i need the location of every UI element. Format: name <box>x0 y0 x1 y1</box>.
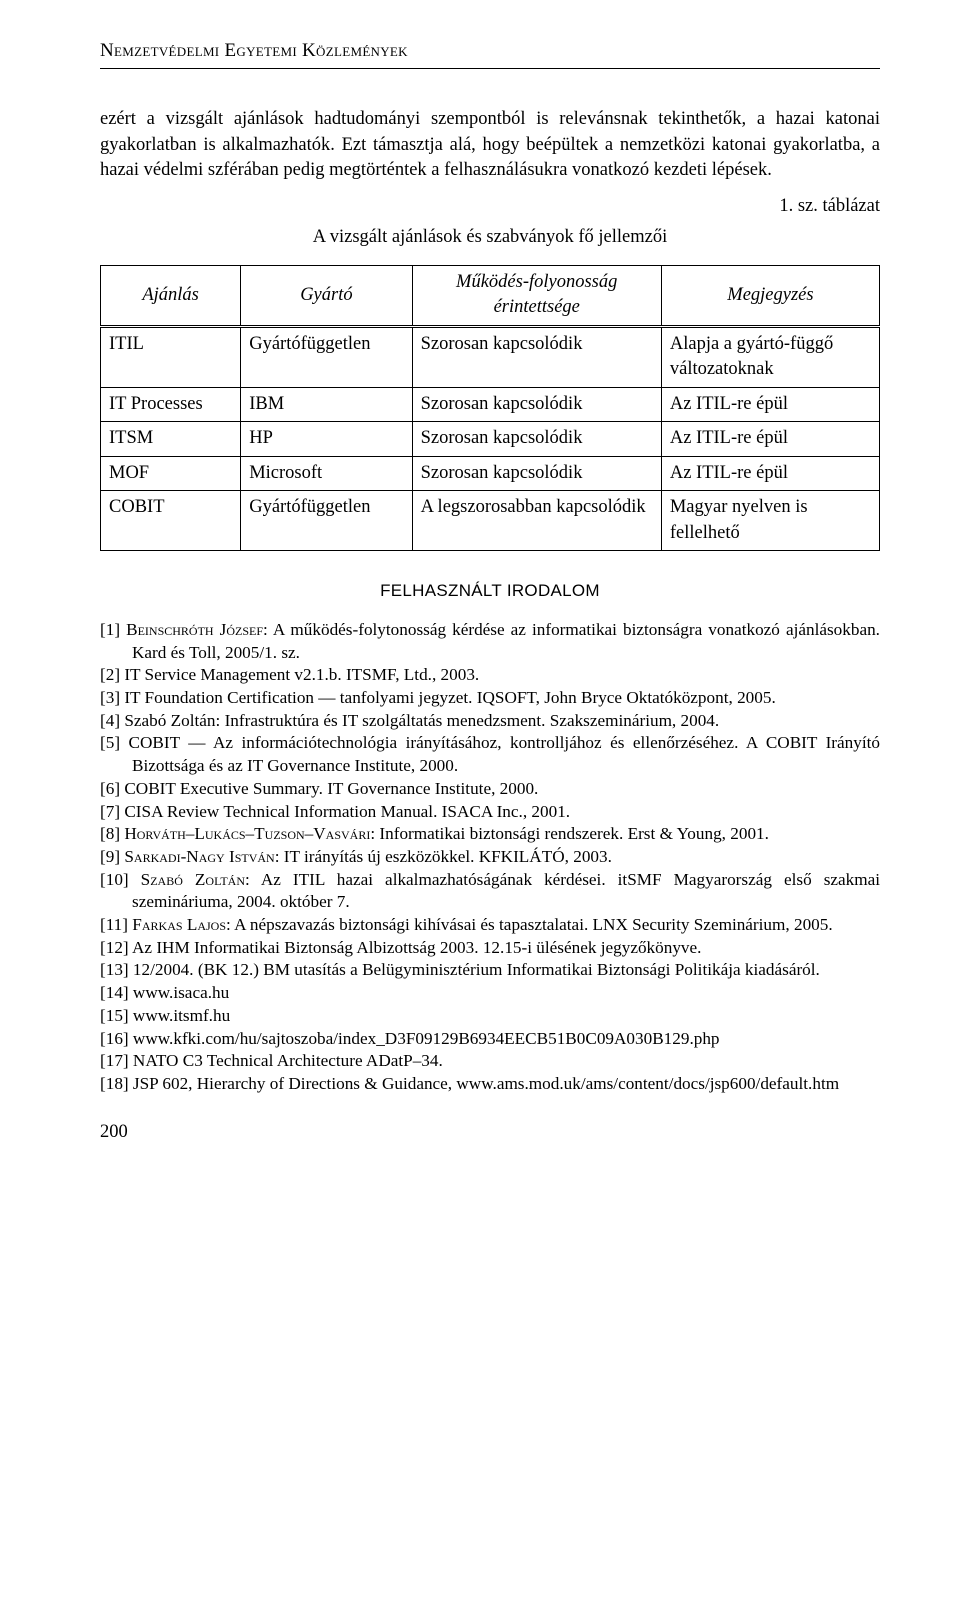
th-ajanlas: Ajánlás <box>101 265 241 326</box>
body-paragraph: ezért a vizsgált ajánlások hadtudományi … <box>100 107 880 184</box>
reference-item: [10] Szabó Zoltán: Az ITIL hazai alkalma… <box>100 869 880 914</box>
page-number: 200 <box>100 1120 880 1146</box>
table-number: 1. sz. táblázat <box>100 194 880 220</box>
running-header: Nemzetvédelmi Egyetemi Közlemények <box>100 38 880 69</box>
table-cell: A legszorosabban kapcsolódik <box>412 491 661 551</box>
table-cell: Az ITIL-re épül <box>661 422 879 457</box>
reference-item: [3] IT Foundation Certification — tanfol… <box>100 687 880 710</box>
th-mukodes: Működés-folyonosság érintettsége <box>412 265 661 326</box>
table-body: ITILGyártófüggetlenSzorosan kapcsolódikA… <box>101 326 880 551</box>
table-cell: Az ITIL-re épül <box>661 456 879 491</box>
table-row: MOFMicrosoftSzorosan kapcsolódikAz ITIL-… <box>101 456 880 491</box>
table-cell: Magyar nyelven is fellelhető <box>661 491 879 551</box>
th-gyarto: Gyártó <box>241 265 412 326</box>
reference-item: [14] www.isaca.hu <box>100 982 880 1005</box>
table-cell: IBM <box>241 387 412 422</box>
table-cell: IT Processes <box>101 387 241 422</box>
table-cell: Szorosan kapcsolódik <box>412 326 661 387</box>
reference-item: [9] Sarkadi-Nagy István: IT irányítás új… <box>100 846 880 869</box>
table-cell: ITSM <box>101 422 241 457</box>
table-title: A vizsgált ajánlások és szabványok fő je… <box>100 225 880 251</box>
table-header-row: Ajánlás Gyártó Működés-folyonosság érint… <box>101 265 880 326</box>
reference-item: [5] COBIT — Az információtechnológia irá… <box>100 732 880 777</box>
reference-item: [4] Szabó Zoltán: Infrastruktúra és IT s… <box>100 710 880 733</box>
table-row: ITSMHPSzorosan kapcsolódikAz ITIL-re épü… <box>101 422 880 457</box>
reference-item: [6] COBIT Executive Summary. IT Governan… <box>100 778 880 801</box>
table-cell: MOF <box>101 456 241 491</box>
reference-item: [7] CISA Review Technical Information Ma… <box>100 801 880 824</box>
references-list: [1] Beinschróth József: A működés-folyto… <box>100 619 880 1096</box>
reference-item: [18] JSP 602, Hierarchy of Directions & … <box>100 1073 880 1096</box>
reference-item: [12] Az IHM Informatikai Biztonság Albiz… <box>100 937 880 960</box>
comparison-table: Ajánlás Gyártó Működés-folyonosság érint… <box>100 265 880 552</box>
table-row: ITILGyártófüggetlenSzorosan kapcsolódikA… <box>101 326 880 387</box>
table-cell: Gyártófüggetlen <box>241 326 412 387</box>
references-heading: FELHASZNÁLT IRODALOM <box>100 579 880 602</box>
reference-item: [2] IT Service Management v2.1.b. ITSMF,… <box>100 664 880 687</box>
table-cell: Az ITIL-re épül <box>661 387 879 422</box>
reference-item: [15] www.itsmf.hu <box>100 1005 880 1028</box>
reference-item: [8] Horváth–Lukács–Tuzson–Vasvári: Infor… <box>100 823 880 846</box>
table-cell: Alapja a gyártó-függő változatoknak <box>661 326 879 387</box>
reference-item: [16] www.kfki.com/hu/sajtoszoba/index_D3… <box>100 1028 880 1051</box>
reference-item: [13] 12/2004. (BK 12.) BM utasítás a Bel… <box>100 959 880 982</box>
table-cell: Szorosan kapcsolódik <box>412 387 661 422</box>
reference-item: [11] Farkas Lajos: A népszavazás biztons… <box>100 914 880 937</box>
table-row: IT ProcessesIBMSzorosan kapcsolódikAz IT… <box>101 387 880 422</box>
table-cell: Szorosan kapcsolódik <box>412 422 661 457</box>
table-cell: HP <box>241 422 412 457</box>
th-megjegyzes: Megjegyzés <box>661 265 879 326</box>
table-cell: ITIL <box>101 326 241 387</box>
table-cell: Gyártófüggetlen <box>241 491 412 551</box>
table-row: COBITGyártófüggetlenA legszorosabban kap… <box>101 491 880 551</box>
reference-item: [1] Beinschróth József: A működés-folyto… <box>100 619 880 664</box>
table-cell: Szorosan kapcsolódik <box>412 456 661 491</box>
table-cell: COBIT <box>101 491 241 551</box>
reference-item: [17] NATO C3 Technical Architecture ADat… <box>100 1050 880 1073</box>
table-cell: Microsoft <box>241 456 412 491</box>
